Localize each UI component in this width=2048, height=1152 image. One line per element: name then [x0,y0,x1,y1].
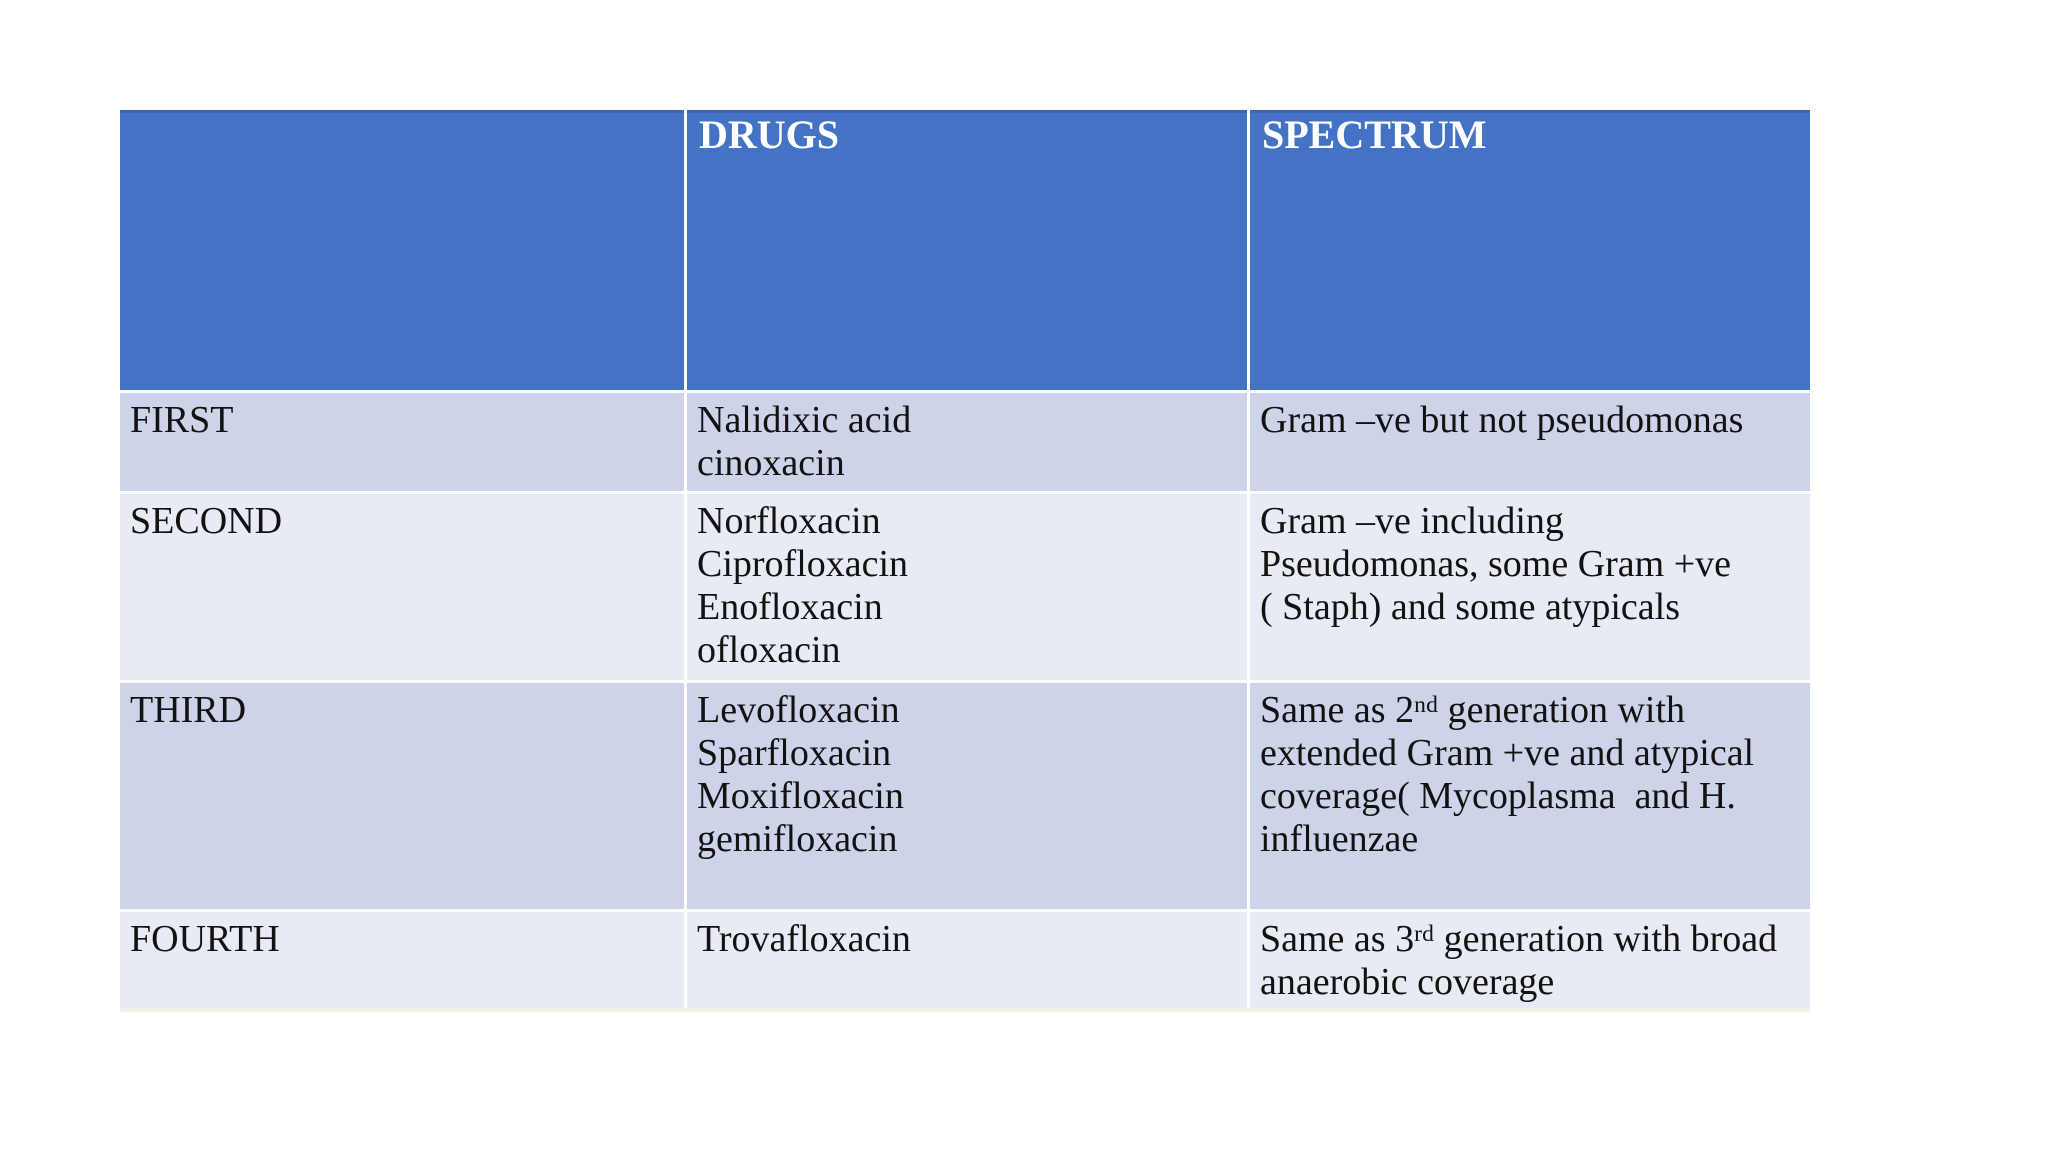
generation-label: FOURTH [130,918,280,960]
spectrum-text: ( Staph) and some atypicals [1260,586,1681,628]
drug-name: Moxifloxacin [697,775,904,817]
spectrum-text: anaerobic coverage [1260,961,1555,1003]
spectrum-text: extended Gram +ve and atypical [1260,732,1755,774]
drug-name: gemifloxacin [697,818,898,860]
cell-fourth-drugs: Trovafloxacin [687,912,1247,1008]
ordinal-superscript: rd [1414,921,1435,948]
spectrum-text: coverage( Mycoplasma and H. [1260,775,1736,817]
drug-name: Ciprofloxacin [697,543,909,585]
drug-name: Enofloxacin [697,586,883,628]
generation-label: FIRST [130,399,234,441]
cell-second-spectrum: Gram –ve including Pseudomonas, some Gra… [1250,494,1810,680]
drug-name: Levofloxacin [697,689,900,731]
spectrum-text: Gram –ve but not pseudomonas [1260,399,1744,441]
spectrum-text-pre: Same as 3 [1260,918,1415,960]
ordinal-superscript: nd [1414,692,1439,719]
spectrum-text: Same as 2nd generation with [1260,689,1800,732]
cell-third-spectrum: Same as 2nd generation with extended Gra… [1250,683,1810,909]
spectrum-text: Gram –ve including [1260,500,1564,542]
header-label-spectrum: SPECTRUM [1262,112,1487,157]
generation-label: THIRD [130,689,247,731]
header-label-drugs: DRUGS [699,112,840,157]
header-cell-drugs: DRUGS [687,110,1247,390]
drug-name: Nalidixic acid [697,399,912,441]
drug-name: cinoxacin [697,442,845,484]
drug-name: Sparfloxacin [697,732,892,774]
header-cell-generation [120,110,684,390]
cell-fourth-spectrum: Same as 3rd generation with broad anaero… [1250,912,1810,1008]
spectrum-text: Pseudomonas, some Gram +ve [1260,543,1732,585]
drug-name: ofloxacin [697,629,841,671]
cell-first-generation: FIRST [120,393,684,491]
spectrum-text-post: generation with broad [1434,918,1778,960]
drug-name: Trovafloxacin [697,918,911,960]
cell-second-drugs: Norfloxacin Ciprofloxacin Enofloxacin of… [687,494,1247,680]
spectrum-text-post: generation with [1438,689,1686,731]
spectrum-text-pre: Same as 2 [1260,689,1415,731]
cell-first-spectrum: Gram –ve but not pseudomonas [1250,393,1810,491]
cell-third-drugs: Levofloxacin Sparfloxacin Moxifloxacin g… [687,683,1247,909]
cell-first-drugs: Nalidixic acid cinoxacin [687,393,1247,491]
cell-fourth-generation: FOURTH [120,912,684,1008]
cell-second-generation: SECOND [120,494,684,680]
quinolone-generations-table: DRUGS SPECTRUM FIRST Nalidixic acid cino… [120,110,1810,1012]
spectrum-text: Same as 3rd generation with broad [1260,918,1800,961]
header-cell-spectrum: SPECTRUM [1250,110,1810,390]
cell-third-generation: THIRD [120,683,684,909]
drug-name: Norfloxacin [697,500,881,542]
generation-label: SECOND [130,500,283,542]
spectrum-text: influenzae [1260,818,1419,860]
